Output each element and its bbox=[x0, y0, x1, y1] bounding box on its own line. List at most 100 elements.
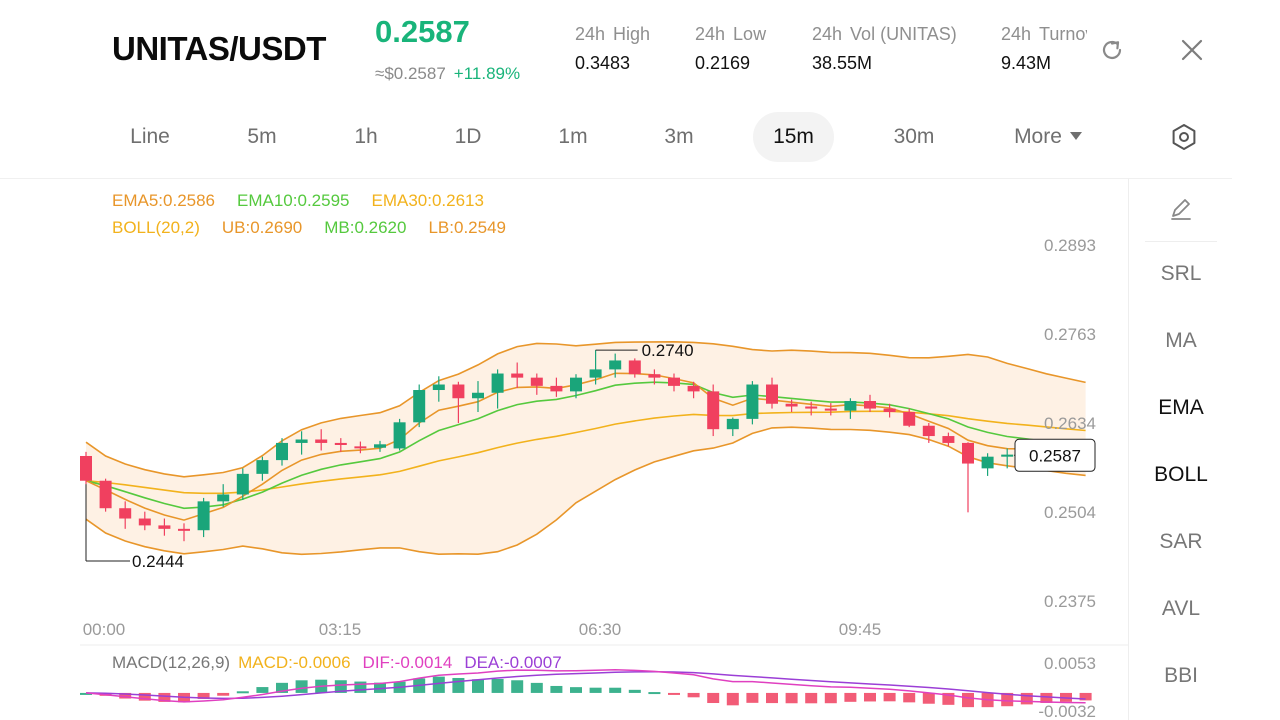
stat-high: 24h High 0.3483 bbox=[575, 24, 658, 74]
candle-body bbox=[256, 460, 269, 474]
candlestick-chart[interactable]: 0.2893 0.2763 0.2634 0.2504 0.2375 0.2740 0.24… bbox=[0, 179, 1128, 720]
refresh-icon[interactable] bbox=[1096, 34, 1128, 66]
macd-legend-name: MACD(12,26,9) bbox=[112, 653, 231, 672]
candle-body bbox=[295, 439, 308, 443]
tab-1m[interactable]: 1m bbox=[558, 125, 588, 148]
settings-hex-icon[interactable] bbox=[1168, 121, 1200, 153]
macd-histogram-bar bbox=[295, 680, 308, 693]
macd-histogram-bar bbox=[550, 685, 563, 693]
candle-body bbox=[413, 390, 426, 423]
stat-turnover-value: 9.43M bbox=[1001, 53, 1052, 73]
tab-more-label: More bbox=[1014, 125, 1062, 148]
price-axis-label: 0.2634 bbox=[1044, 414, 1096, 433]
tab-1d[interactable]: 1D bbox=[454, 125, 482, 148]
stat-turnover-label: Turnover bbox=[1039, 24, 1087, 44]
macd-legend: MACD(12,26,9) MACD:-0.0006 DIF:-0.0014 DEA:… bbox=[112, 653, 584, 673]
chart-area[interactable]: EMA5:0.2586 EMA10:0.2595 EMA30:0.2613 BOLL… bbox=[0, 178, 1128, 720]
macd-histogram-bar bbox=[236, 691, 249, 694]
macd-histogram-bar bbox=[707, 692, 720, 704]
candle-body bbox=[707, 391, 720, 430]
stat-turnover: 24h Turnover 9.43M bbox=[1001, 24, 1087, 74]
candle-body bbox=[648, 374, 661, 378]
indicator-ma[interactable]: MA bbox=[1165, 329, 1197, 352]
price-axis-label: 0.2375 bbox=[1044, 592, 1096, 611]
candle-body bbox=[981, 456, 994, 469]
macd-dea-line bbox=[85, 671, 1086, 700]
macd-histogram-bar bbox=[158, 692, 171, 702]
macd-histogram-bar bbox=[530, 682, 543, 693]
macd-histogram-bar bbox=[942, 692, 955, 705]
macd-histogram-bar bbox=[334, 680, 347, 693]
macd-histogram-bar bbox=[903, 692, 916, 703]
macd-axis-bottom: -0.0032 bbox=[1038, 702, 1096, 720]
macd-histogram-bar bbox=[511, 680, 524, 693]
macd-histogram-bar bbox=[766, 692, 778, 704]
change-percent: +11.89% bbox=[453, 64, 521, 83]
tab-30m[interactable]: 30m bbox=[893, 125, 935, 148]
candle-body bbox=[236, 473, 249, 495]
candle-body bbox=[962, 442, 974, 464]
macd-histogram-bar bbox=[472, 679, 484, 693]
price-axis-label: 0.2893 bbox=[1044, 236, 1096, 255]
ema10-line bbox=[85, 381, 1086, 510]
macd-histogram-bar bbox=[432, 676, 445, 693]
indicator-bbi[interactable]: BBI bbox=[1164, 664, 1198, 687]
candle-body bbox=[530, 377, 543, 386]
candle-body bbox=[668, 377, 680, 386]
macd-histogram-bar bbox=[354, 681, 367, 693]
indicator-avl[interactable]: AVL bbox=[1161, 597, 1201, 620]
macd-histogram-bar bbox=[1001, 692, 1014, 707]
tab-3m[interactable]: 3m bbox=[664, 125, 694, 148]
draw-pencil-icon[interactable] bbox=[1129, 195, 1233, 229]
candle-body bbox=[844, 401, 857, 411]
tab-more[interactable]: More bbox=[998, 112, 1098, 162]
candle-body bbox=[315, 439, 328, 443]
candle-body bbox=[119, 508, 132, 519]
macd-histogram-bar bbox=[864, 692, 876, 702]
candle-body bbox=[824, 408, 837, 411]
macd-histogram-bar bbox=[962, 692, 974, 708]
macd-histogram-bar bbox=[628, 689, 641, 693]
macd-histogram-bar bbox=[883, 692, 896, 702]
candle-body bbox=[276, 442, 288, 461]
indicator-sar[interactable]: SAR bbox=[1159, 530, 1203, 553]
candle-body bbox=[609, 360, 622, 370]
indicator-ema[interactable]: EMA bbox=[1158, 396, 1204, 419]
macd-histogram-bar bbox=[668, 692, 680, 695]
macd-legend-dea: DEA:-0.0007 bbox=[464, 653, 562, 672]
macd-histogram-bar bbox=[648, 692, 661, 695]
indicator-boll[interactable]: BOLL bbox=[1154, 463, 1208, 486]
tab-line[interactable]: Line bbox=[130, 125, 170, 148]
stat-high-value: 0.3483 bbox=[575, 53, 631, 73]
tab-15m[interactable]: 15m bbox=[753, 112, 834, 162]
macd-histogram-bar bbox=[922, 692, 935, 704]
candle-body bbox=[922, 425, 935, 437]
candle-body bbox=[197, 501, 210, 531]
last-price-tag-label: 0.2587 bbox=[1029, 446, 1081, 465]
macd-legend-macd: MACD:-0.0006 bbox=[238, 653, 351, 672]
time-axis-label: 00:00 bbox=[83, 620, 126, 639]
pair-title[interactable]: UNITAS/USDT bbox=[112, 30, 326, 67]
candle-body bbox=[785, 403, 798, 407]
price-axis-label: 0.2504 bbox=[1044, 503, 1096, 522]
candle-body bbox=[903, 412, 916, 426]
boll-band-fill bbox=[86, 341, 1086, 555]
macd-axis-top: 0.0053 bbox=[1044, 654, 1096, 673]
candle-body bbox=[80, 455, 92, 481]
stat-high-label: High bbox=[613, 24, 651, 44]
close-icon[interactable] bbox=[1176, 34, 1208, 66]
macd-histogram-bar bbox=[119, 692, 132, 699]
macd-histogram-bar bbox=[138, 692, 151, 701]
indicator-srl[interactable]: SRL bbox=[1160, 262, 1202, 285]
macd-histogram-bar bbox=[374, 682, 386, 693]
legend-boll: BOLL(20,2) bbox=[112, 218, 200, 237]
candle-body bbox=[178, 528, 190, 531]
candle-body bbox=[158, 525, 171, 529]
time-axis-label: 03:15 bbox=[319, 620, 362, 639]
tab-5m[interactable]: 5m bbox=[247, 125, 277, 148]
stat-volume-value: 38.55M bbox=[812, 53, 873, 73]
tab-1h[interactable]: 1h bbox=[354, 125, 378, 148]
candle-body bbox=[1001, 454, 1014, 457]
candle-body bbox=[432, 384, 445, 391]
stat-high-period: 24h bbox=[575, 24, 606, 44]
